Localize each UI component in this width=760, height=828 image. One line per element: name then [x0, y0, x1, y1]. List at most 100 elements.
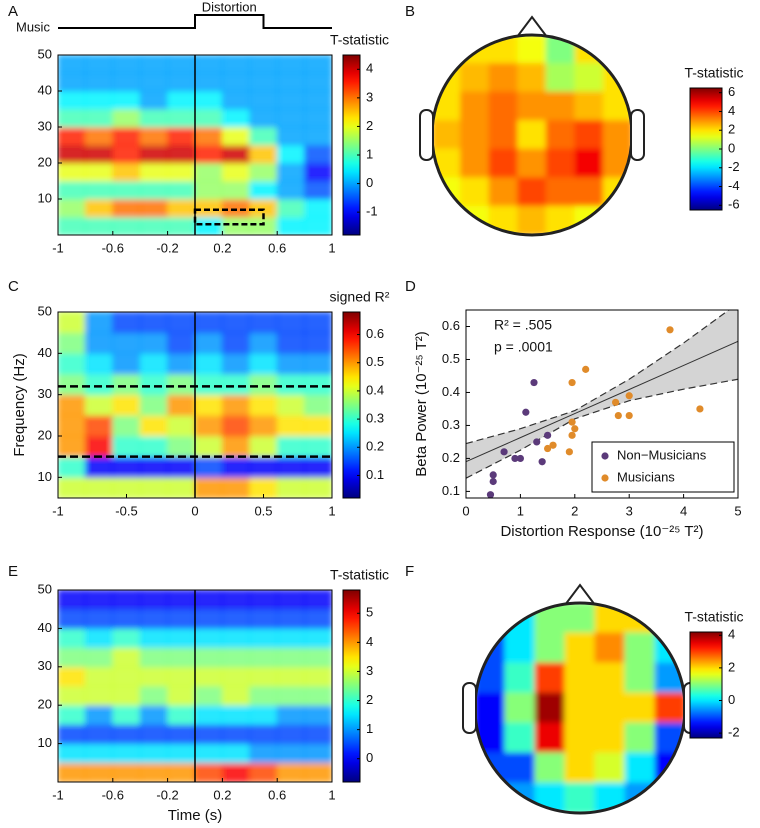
topomap-cell: [624, 662, 656, 694]
x-tick-label: 4: [680, 503, 687, 518]
heatmap-cell: [221, 414, 251, 437]
heatmap-cell: [84, 414, 114, 437]
heatmap-cell: [249, 162, 278, 182]
heatmap-cell: [304, 373, 332, 396]
x-tick-label: -0.6: [102, 787, 124, 802]
heatmap-cell: [249, 198, 278, 218]
heatmap-cell: [84, 723, 114, 745]
heatmap-cell: [276, 352, 306, 375]
heatmap-cell: [304, 394, 332, 416]
heatmap-cell: [304, 685, 332, 706]
x-tick-label: 0: [462, 503, 469, 518]
heatmap-cell: [249, 647, 278, 668]
heatmap-cell: [221, 332, 251, 354]
topomap-cell: [488, 91, 519, 122]
heatmap-cell: [167, 414, 196, 437]
topomap-cell: [517, 91, 547, 122]
heatmap: [58, 312, 332, 498]
heatmap-cell: [58, 627, 86, 649]
legend-box: [591, 441, 735, 493]
heatmap-cell: [84, 743, 114, 764]
ear: [462, 682, 477, 734]
y-tick-label: 0.3: [442, 417, 460, 432]
heatmap-cell: [304, 590, 332, 610]
heatmap-cell: [276, 126, 306, 146]
heatmap-cell: [58, 762, 86, 782]
topomap-cell: [564, 782, 596, 813]
heatmap-cell: [304, 762, 332, 782]
colorbar: [342, 311, 361, 499]
colorbar-tick-label: 5: [366, 605, 373, 620]
heatmap-cell: [194, 456, 223, 478]
stimulus-trace: [58, 14, 332, 29]
heatmap-cell: [139, 312, 169, 334]
nose: [564, 583, 596, 606]
y-axis-label: Frequency (Hz): [11, 353, 28, 456]
colorbar-tick-label: 1: [366, 721, 373, 736]
legend-label: Musicians: [617, 469, 675, 484]
heatmap-cell: [276, 608, 306, 629]
heatmap-cell: [84, 373, 114, 396]
x-tick-label: 1: [328, 240, 335, 255]
x-tick-label: 0.6: [268, 787, 286, 802]
heatmap-cell: [167, 394, 196, 416]
heatmap-cell: [112, 608, 141, 629]
heatmap-cell: [112, 627, 141, 649]
heatmap-cell: [276, 435, 306, 458]
colorbar-label: T-statistic: [684, 609, 743, 625]
heatmap-cell: [221, 162, 251, 182]
heatmap-cell: [167, 72, 196, 92]
x-axis-label: Time (s): [168, 807, 222, 824]
heatmap-cell: [84, 685, 114, 706]
heatmap-cell: [221, 216, 251, 235]
heatmap-cells: [58, 312, 332, 498]
heatmap-cell: [276, 723, 306, 745]
heatmap-cell: [167, 180, 196, 200]
colorbar-tick-label: -2: [728, 159, 740, 174]
heatmap-cell: [221, 352, 251, 375]
heatmap-cell: [249, 666, 278, 687]
panel-letter: C: [8, 278, 19, 295]
heatmap-cell: [194, 414, 223, 437]
topomap-cell: [545, 120, 576, 150]
topomap-cell: [488, 148, 519, 179]
heatmap-cell: [276, 90, 306, 110]
heatmap-cell: [112, 162, 141, 182]
heatmap-cell: [84, 627, 114, 649]
heatmap-cell: [167, 332, 196, 354]
x-tick-label: 2: [571, 503, 578, 518]
heatmap-cell: [58, 685, 86, 706]
heatmap-cell: [58, 647, 86, 668]
heatmap-cell: [84, 72, 114, 92]
heatmap-cell: [194, 144, 223, 164]
heatmap-cell: [276, 332, 306, 354]
x-tick-label: 0.5: [254, 503, 272, 518]
heatmap-cell: [139, 685, 169, 706]
heatmap-cell: [139, 394, 169, 416]
heatmap-cell: [276, 647, 306, 668]
annotation: p = .0001: [494, 339, 553, 355]
heatmap-cell: [221, 627, 251, 649]
heatmap-cell: [167, 108, 196, 128]
heatmap-cell: [112, 55, 141, 74]
heatmap-cell: [58, 723, 86, 745]
heatmap-cell: [58, 90, 86, 110]
heatmap-cell: [276, 144, 306, 164]
point: [568, 431, 576, 439]
panel-letter: D: [405, 278, 416, 295]
topomap-cell: [624, 722, 656, 754]
y-tick-label: 0.5: [442, 351, 460, 366]
heatmap-cell: [112, 723, 141, 745]
heatmap-cell: [304, 198, 332, 218]
heatmap-cell: [167, 608, 196, 629]
heatmap-cell: [84, 332, 114, 354]
heatmap-cell: [304, 704, 332, 725]
heatmap-cell: [58, 608, 86, 629]
heatmap-cell: [194, 666, 223, 687]
heatmap-cell: [304, 723, 332, 745]
y-tick-label: 40: [38, 82, 52, 97]
heatmap-cell: [112, 180, 141, 200]
topomap-cell: [545, 63, 576, 93]
x-tick-label: -0.5: [115, 503, 137, 518]
colorbar-tick-label: 6: [728, 84, 735, 99]
